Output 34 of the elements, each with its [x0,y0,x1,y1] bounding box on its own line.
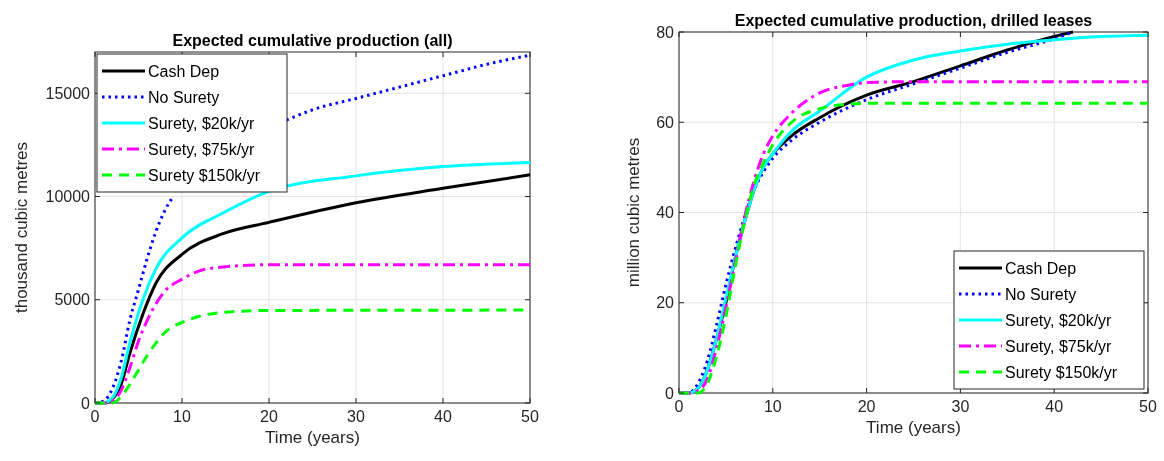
legend-label: Cash Dep [148,62,220,80]
y-axis-title: million cubic metres [624,137,643,288]
chart-title: Expected cumulative production (all) [172,32,453,49]
x-tick-label: 30 [347,408,365,425]
y-tick-label: 0 [665,384,675,402]
legend-label: Surety $150k/yr [148,166,261,184]
x-tick-label: 30 [951,398,970,415]
legend-label: Surety, $75k/yr [1005,337,1113,355]
legend-label: Surety, $75k/yr [148,140,256,158]
y-axis-title: thousand cubic metres [12,141,31,314]
x-tick-label: 50 [1139,398,1157,415]
y-tick-label: 5000 [54,291,91,309]
legend-label: No Surety [148,88,220,106]
legend-label: Surety $150k/yr [1005,363,1118,381]
y-tick-label: 20 [656,294,675,312]
x-tick-label: 40 [434,408,452,425]
y-tick-label: 40 [656,204,675,222]
chart-title: Expected cumulative production, drilled leases [734,12,1093,29]
x-tick-label: 20 [857,398,876,415]
legend-label: Cash Dep [1005,259,1077,277]
y-tick-label: 80 [656,23,675,41]
legend-label: No Surety [1005,285,1077,303]
y-tick-label: 60 [656,113,675,131]
x-tick-label: 10 [173,408,191,425]
x-tick-label: 50 [521,408,539,425]
x-axis-title: Time (years) [866,418,961,437]
legend-label: Surety, $20k/yr [1005,311,1113,329]
y-tick-label: 15000 [45,84,91,102]
x-tick-label: 20 [260,408,278,425]
x-tick-label: 40 [1045,398,1064,415]
x-tick-label: 10 [763,398,782,415]
legend-label: Surety, $20k/yr [148,114,256,132]
x-axis-title: Time (years) [265,428,360,447]
y-tick-label: 10000 [45,188,91,206]
